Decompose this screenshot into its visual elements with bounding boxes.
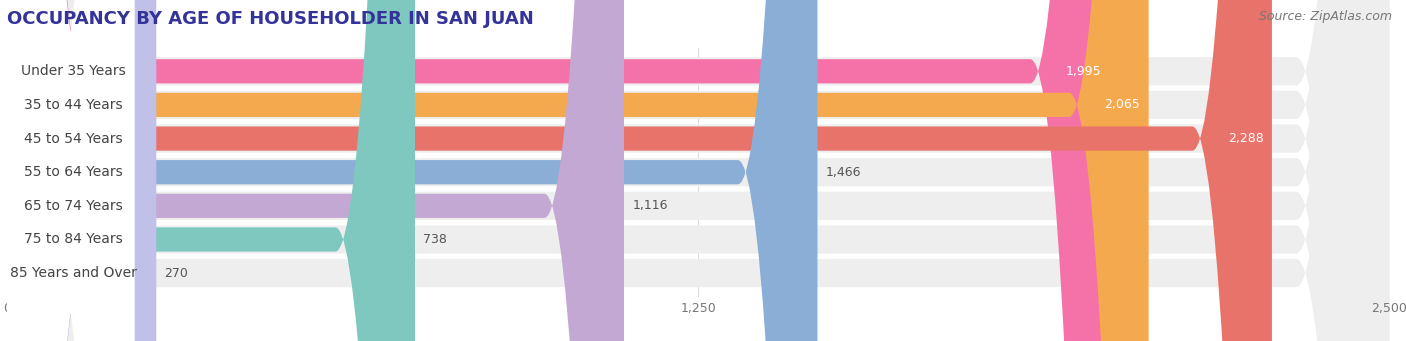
- FancyBboxPatch shape: [7, 0, 134, 341]
- FancyBboxPatch shape: [7, 0, 817, 341]
- FancyBboxPatch shape: [7, 0, 134, 341]
- Text: Source: ZipAtlas.com: Source: ZipAtlas.com: [1258, 10, 1392, 23]
- FancyBboxPatch shape: [7, 0, 134, 341]
- Text: 45 to 54 Years: 45 to 54 Years: [24, 132, 122, 146]
- FancyBboxPatch shape: [7, 0, 1149, 341]
- FancyBboxPatch shape: [7, 0, 134, 341]
- FancyBboxPatch shape: [7, 0, 134, 341]
- FancyBboxPatch shape: [7, 0, 1389, 341]
- Text: 1,466: 1,466: [825, 166, 862, 179]
- Text: 738: 738: [423, 233, 447, 246]
- FancyBboxPatch shape: [7, 0, 1389, 341]
- FancyBboxPatch shape: [7, 0, 1389, 341]
- Text: 2,065: 2,065: [1105, 99, 1140, 112]
- Text: 35 to 44 Years: 35 to 44 Years: [24, 98, 122, 112]
- FancyBboxPatch shape: [7, 0, 1109, 341]
- Text: 65 to 74 Years: 65 to 74 Years: [24, 199, 122, 213]
- FancyBboxPatch shape: [7, 0, 1389, 341]
- Text: 75 to 84 Years: 75 to 84 Years: [24, 233, 122, 247]
- FancyBboxPatch shape: [7, 0, 134, 341]
- FancyBboxPatch shape: [7, 0, 134, 341]
- Text: 2,288: 2,288: [1227, 132, 1264, 145]
- FancyBboxPatch shape: [7, 0, 415, 341]
- Text: OCCUPANCY BY AGE OF HOUSEHOLDER IN SAN JUAN: OCCUPANCY BY AGE OF HOUSEHOLDER IN SAN J…: [7, 10, 534, 28]
- Text: 270: 270: [165, 267, 188, 280]
- Text: 1,116: 1,116: [633, 199, 668, 212]
- Text: Under 35 Years: Under 35 Years: [21, 64, 125, 78]
- FancyBboxPatch shape: [7, 0, 624, 341]
- Text: 85 Years and Over: 85 Years and Over: [10, 266, 136, 280]
- Text: 55 to 64 Years: 55 to 64 Years: [24, 165, 122, 179]
- Text: 1,995: 1,995: [1066, 65, 1102, 78]
- FancyBboxPatch shape: [7, 0, 1389, 341]
- FancyBboxPatch shape: [7, 0, 156, 341]
- FancyBboxPatch shape: [7, 0, 1272, 341]
- FancyBboxPatch shape: [7, 0, 1389, 341]
- FancyBboxPatch shape: [7, 0, 1389, 341]
